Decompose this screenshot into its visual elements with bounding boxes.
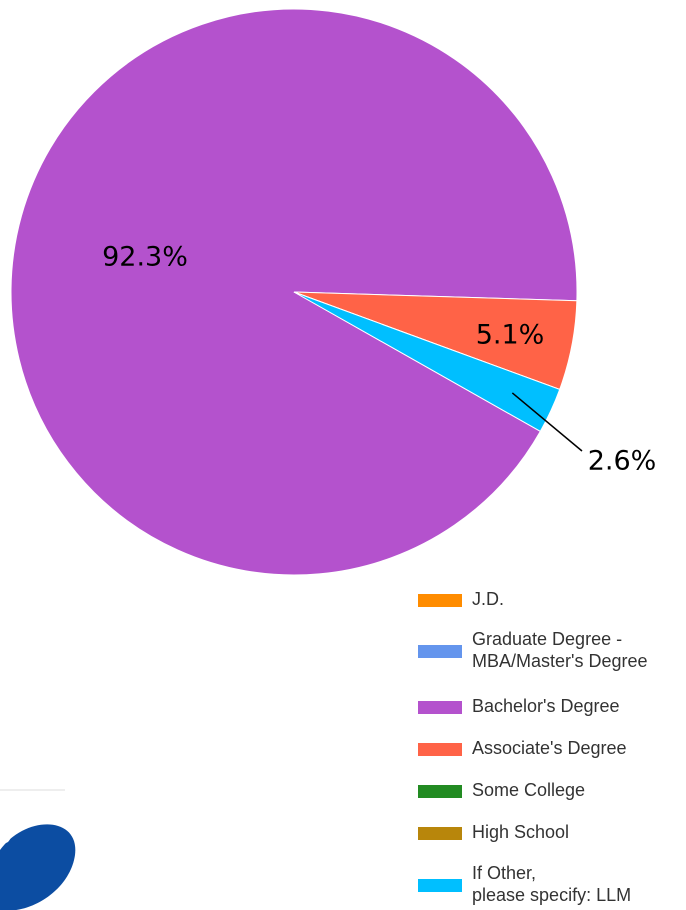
legend-swatch: [418, 645, 462, 658]
pie-slice: [293, 291, 561, 433]
legend-label: If Other, please specify: LLM: [472, 863, 631, 905]
data-label: 2.6%: [588, 446, 657, 477]
leader-line: [511, 392, 583, 452]
legend-label-line: Graduate Degree -: [472, 629, 622, 649]
legend-swatch: [418, 785, 462, 798]
legend-label: J.D.: [472, 589, 504, 609]
legend-swatch: [418, 827, 462, 840]
legend-label: High School: [472, 822, 569, 842]
legend-swatch: [418, 701, 462, 714]
legend-swatch: [418, 879, 462, 892]
legend-label: Some College: [472, 780, 585, 800]
legend-label: Associate's Degree: [472, 738, 627, 758]
logo-detail: [0, 825, 13, 846]
legend-swatch: [418, 743, 462, 756]
legend-label-line: If Other,: [472, 863, 536, 883]
legend-swatch: [418, 594, 462, 607]
data-label: 5.1%: [476, 320, 545, 351]
legend-label-line: MBA/Master's Degree: [472, 651, 648, 671]
legend-label: Graduate Degree -MBA/Master's Degree: [472, 629, 648, 671]
data-label: 92.3%: [102, 242, 188, 273]
legend-label: Bachelor's Degree: [472, 696, 620, 716]
legend-label-line: please specify: LLM: [472, 885, 631, 905]
logo: [0, 824, 76, 910]
